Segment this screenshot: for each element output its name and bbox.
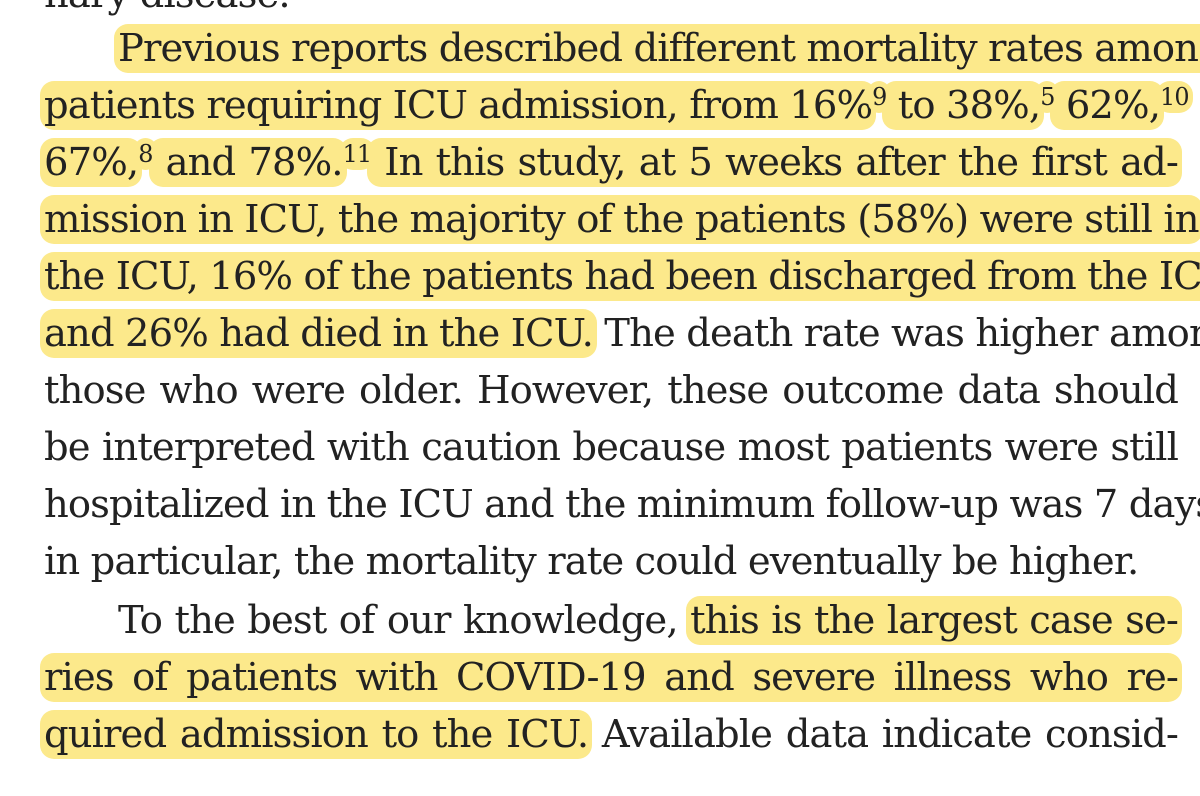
text-line: 67%,8 and 78%.11 In this study, at 5 wee… xyxy=(40,134,1182,192)
highlighted-text: and 78%. xyxy=(148,138,347,187)
text-line: To the best of our knowledge, this is th… xyxy=(118,592,1183,650)
text-line: mission in ICU, the majority of the pati… xyxy=(40,191,1200,249)
citation-superscript: 10 xyxy=(1156,80,1193,113)
citation-superscript: 9 xyxy=(868,80,891,113)
highlighted-text: Previous reports described different mor… xyxy=(114,24,1200,73)
text-line: in particular, the mortality rate could … xyxy=(44,533,1178,591)
text-run: Available data indicate consid- xyxy=(588,712,1179,757)
highlighted-text: and 26% had died in the ICU. xyxy=(40,309,597,358)
citation-superscript: 11 xyxy=(338,137,376,170)
text-line: be interpreted with caution because most… xyxy=(44,419,1179,477)
highlighted-text: In this study, at 5 weeks after the firs… xyxy=(367,138,1182,187)
text-run: in particular, the mortality rate could … xyxy=(44,539,1139,584)
text-line: those who were older. However, these out… xyxy=(44,362,1179,420)
highlighted-text: 62%, xyxy=(1050,81,1165,130)
citation-superscript: 5 xyxy=(1036,80,1059,113)
text-run: hospitalized in the ICU and the minimum … xyxy=(44,482,1200,527)
text-line: patients requiring ICU admission, from 1… xyxy=(40,77,1193,135)
highlighted-text: patients requiring ICU admission, from 1… xyxy=(40,81,877,130)
text-line: the ICU, 16% of the patients had been di… xyxy=(40,248,1200,306)
highlighted-text: the ICU, 16% of the patients had been di… xyxy=(40,252,1200,301)
highlighted-text: ries of patients with COVID-19 and sever… xyxy=(40,653,1182,702)
text-line: ries of patients with COVID-19 and sever… xyxy=(40,649,1182,707)
text-run: be interpreted with caution because most… xyxy=(44,425,1179,470)
text-run: those who were older. However, these out… xyxy=(44,368,1179,413)
cut-top-line: nary disease. xyxy=(44,0,1178,24)
highlighted-text: this is the largest case se- xyxy=(686,596,1183,645)
text-line: quired admission to the ICU. Available d… xyxy=(40,706,1179,764)
text-line: hospitalized in the ICU and the minimum … xyxy=(44,476,1200,534)
highlighted-text: quired admission to the ICU. xyxy=(40,710,593,759)
text-run: To the best of our knowledge, xyxy=(118,598,691,643)
text-run: The death rate was higher among xyxy=(592,311,1200,356)
citation-superscript: 8 xyxy=(134,137,157,170)
highlighted-text: mission in ICU, the majority of the pati… xyxy=(40,195,1200,244)
text-line: Previous reports described different mor… xyxy=(114,20,1200,78)
text-line: and 26% had died in the ICU. The death r… xyxy=(40,305,1200,363)
highlighted-text: 67%, xyxy=(40,138,143,187)
highlighted-text: to 38%, xyxy=(882,81,1045,130)
